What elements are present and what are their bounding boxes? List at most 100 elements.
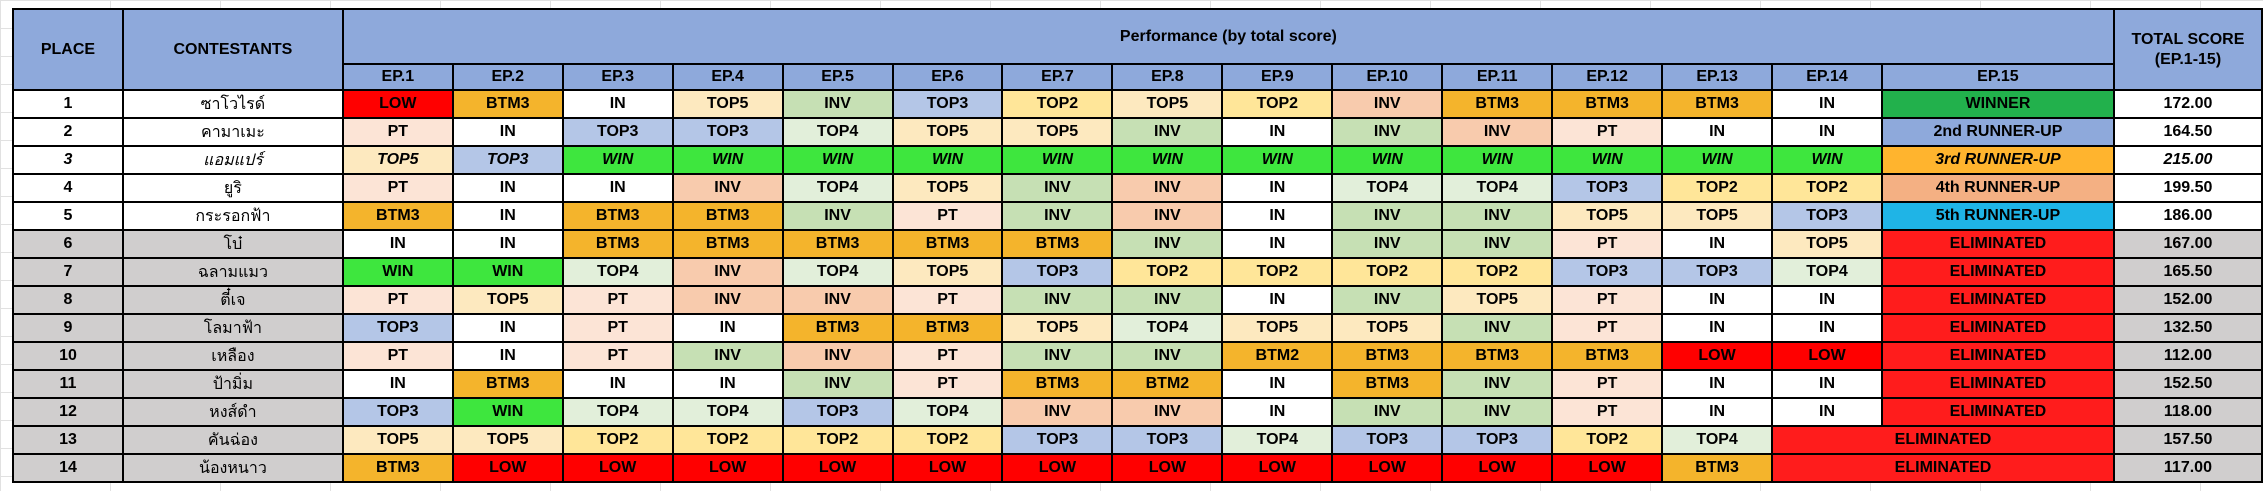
result-cell-ep10[interactable]: BTM3 bbox=[1331, 341, 1444, 371]
result-cell-ep12[interactable]: BTM3 bbox=[1551, 341, 1664, 371]
result-cell-ep8[interactable]: INV bbox=[1111, 117, 1224, 147]
contestant-name-cell[interactable]: ฉลามแมว bbox=[121, 257, 344, 287]
result-cell-ep8[interactable]: BTM2 bbox=[1111, 369, 1224, 399]
total-score-cell[interactable]: 165.50 bbox=[2112, 257, 2263, 287]
result-cell-ep7[interactable]: INV bbox=[1001, 397, 1114, 427]
result-cell-ep4[interactable]: BTM3 bbox=[671, 229, 784, 259]
result-cell-ep11[interactable]: LOW bbox=[1441, 453, 1554, 483]
result-cell-ep2[interactable]: LOW bbox=[451, 453, 564, 483]
place-cell[interactable]: 5 bbox=[12, 201, 124, 231]
result-cell-ep14[interactable]: IN bbox=[1771, 369, 1883, 399]
result-cell-ep15[interactable]: 4th RUNNER-UP bbox=[1880, 173, 2115, 203]
result-cell-ep11[interactable]: INV bbox=[1441, 229, 1554, 259]
result-cell-eliminated-span[interactable]: ELIMINATED bbox=[1771, 425, 2115, 455]
result-cell-ep2[interactable]: IN bbox=[451, 117, 564, 147]
header-ep-12[interactable]: EP.12 bbox=[1551, 63, 1664, 91]
header-ep-4[interactable]: EP.4 bbox=[671, 63, 784, 91]
result-cell-ep1[interactable]: TOP5 bbox=[341, 145, 454, 175]
result-cell-ep2[interactable]: IN bbox=[451, 201, 564, 231]
result-cell-ep9[interactable]: TOP5 bbox=[1221, 313, 1334, 343]
result-cell-ep5[interactable]: TOP4 bbox=[781, 117, 894, 147]
result-cell-ep4[interactable]: TOP2 bbox=[671, 425, 784, 455]
result-cell-ep15[interactable]: ELIMINATED bbox=[1880, 257, 2115, 287]
result-cell-ep6[interactable]: PT bbox=[891, 341, 1004, 371]
result-cell-ep1[interactable]: IN bbox=[341, 369, 454, 399]
result-cell-ep1[interactable]: PT bbox=[341, 285, 454, 315]
header-ep-13[interactable]: EP.13 bbox=[1661, 63, 1774, 91]
result-cell-ep15[interactable]: ELIMINATED bbox=[1880, 229, 2115, 259]
header-ep-3[interactable]: EP.3 bbox=[561, 63, 674, 91]
result-cell-ep3[interactable]: PT bbox=[561, 341, 674, 371]
place-cell[interactable]: 7 bbox=[12, 257, 124, 287]
result-cell-ep6[interactable]: TOP5 bbox=[891, 117, 1004, 147]
header-ep-5[interactable]: EP.5 bbox=[781, 63, 894, 91]
result-cell-ep11[interactable]: INV bbox=[1441, 117, 1554, 147]
result-cell-ep11[interactable]: TOP4 bbox=[1441, 173, 1554, 203]
result-cell-ep12[interactable]: TOP2 bbox=[1551, 425, 1664, 455]
result-cell-ep12[interactable]: PT bbox=[1551, 369, 1664, 399]
header-ep-14[interactable]: EP.14 bbox=[1771, 63, 1883, 91]
result-cell-ep6[interactable]: TOP2 bbox=[891, 425, 1004, 455]
result-cell-ep5[interactable]: INV bbox=[781, 201, 894, 231]
result-cell-ep2[interactable]: IN bbox=[451, 341, 564, 371]
result-cell-ep12[interactable]: TOP3 bbox=[1551, 173, 1664, 203]
result-cell-ep11[interactable]: INV bbox=[1441, 201, 1554, 231]
result-cell-ep15[interactable]: 5th RUNNER-UP bbox=[1880, 201, 2115, 231]
result-cell-ep6[interactable]: BTM3 bbox=[891, 313, 1004, 343]
result-cell-ep15[interactable]: 3rd RUNNER-UP bbox=[1880, 145, 2115, 175]
result-cell-ep4[interactable]: INV bbox=[671, 173, 784, 203]
total-score-cell[interactable]: 152.50 bbox=[2112, 369, 2263, 399]
place-cell[interactable]: 3 bbox=[12, 145, 124, 175]
result-cell-ep6[interactable]: TOP3 bbox=[891, 89, 1004, 119]
result-cell-ep1[interactable]: PT bbox=[341, 173, 454, 203]
result-cell-ep13[interactable]: IN bbox=[1661, 313, 1774, 343]
result-cell-ep10[interactable]: INV bbox=[1331, 89, 1444, 119]
result-cell-ep11[interactable]: WIN bbox=[1441, 145, 1554, 175]
result-cell-ep12[interactable]: WIN bbox=[1551, 145, 1664, 175]
header-ep-11[interactable]: EP.11 bbox=[1441, 63, 1554, 91]
result-cell-ep15[interactable]: WINNER bbox=[1880, 89, 2115, 119]
result-cell-ep14[interactable]: LOW bbox=[1771, 341, 1883, 371]
result-cell-ep10[interactable]: INV bbox=[1331, 201, 1444, 231]
result-cell-ep7[interactable]: LOW bbox=[1001, 453, 1114, 483]
result-cell-ep2[interactable]: IN bbox=[451, 313, 564, 343]
result-cell-ep14[interactable]: TOP2 bbox=[1771, 173, 1883, 203]
result-cell-ep14[interactable]: IN bbox=[1771, 89, 1883, 119]
result-cell-ep15[interactable]: ELIMINATED bbox=[1880, 369, 2115, 399]
result-cell-ep7[interactable]: TOP3 bbox=[1001, 257, 1114, 287]
result-cell-ep7[interactable]: INV bbox=[1001, 285, 1114, 315]
result-cell-ep14[interactable]: IN bbox=[1771, 313, 1883, 343]
result-cell-ep3[interactable]: TOP2 bbox=[561, 425, 674, 455]
result-cell-ep14[interactable]: TOP5 bbox=[1771, 229, 1883, 259]
result-cell-ep13[interactable]: TOP2 bbox=[1661, 173, 1774, 203]
result-cell-ep13[interactable]: TOP3 bbox=[1661, 257, 1774, 287]
result-cell-ep1[interactable]: IN bbox=[341, 229, 454, 259]
result-cell-ep1[interactable]: BTM3 bbox=[341, 453, 454, 483]
result-cell-ep8[interactable]: TOP3 bbox=[1111, 425, 1224, 455]
total-score-cell[interactable]: 199.50 bbox=[2112, 173, 2263, 203]
header-ep-9[interactable]: EP.9 bbox=[1221, 63, 1334, 91]
result-cell-ep10[interactable]: INV bbox=[1331, 285, 1444, 315]
result-cell-ep13[interactable]: WIN bbox=[1661, 145, 1774, 175]
place-cell[interactable]: 1 bbox=[12, 89, 124, 119]
result-cell-ep5[interactable]: WIN bbox=[781, 145, 894, 175]
result-cell-ep7[interactable]: TOP5 bbox=[1001, 313, 1114, 343]
result-cell-ep11[interactable]: TOP2 bbox=[1441, 257, 1554, 287]
contestant-name-cell[interactable]: แอมแปร์ bbox=[121, 145, 344, 175]
result-cell-ep1[interactable]: BTM3 bbox=[341, 201, 454, 231]
contestant-name-cell[interactable]: โบ๋ bbox=[121, 229, 344, 259]
result-cell-ep8[interactable]: INV bbox=[1111, 397, 1224, 427]
result-cell-ep9[interactable]: TOP4 bbox=[1221, 425, 1334, 455]
result-cell-ep7[interactable]: INV bbox=[1001, 173, 1114, 203]
result-cell-ep8[interactable]: INV bbox=[1111, 229, 1224, 259]
result-cell-ep14[interactable]: IN bbox=[1771, 397, 1883, 427]
header-contestants[interactable]: CONTESTANTS bbox=[121, 8, 344, 91]
result-cell-ep9[interactable]: TOP2 bbox=[1221, 257, 1334, 287]
result-cell-ep4[interactable]: WIN bbox=[671, 145, 784, 175]
result-cell-ep12[interactable]: BTM3 bbox=[1551, 89, 1664, 119]
result-cell-ep7[interactable]: BTM3 bbox=[1001, 229, 1114, 259]
result-cell-ep10[interactable]: INV bbox=[1331, 229, 1444, 259]
result-cell-ep5[interactable]: TOP3 bbox=[781, 397, 894, 427]
result-cell-ep8[interactable]: TOP2 bbox=[1111, 257, 1224, 287]
result-cell-ep5[interactable]: INV bbox=[781, 89, 894, 119]
